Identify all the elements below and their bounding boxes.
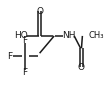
Text: F: F <box>22 36 28 45</box>
Text: O: O <box>78 63 85 72</box>
Text: CH₃: CH₃ <box>89 31 104 40</box>
Text: HO: HO <box>15 31 28 40</box>
Text: F: F <box>22 68 28 77</box>
Text: F: F <box>7 52 12 61</box>
Text: NH: NH <box>62 31 75 40</box>
Text: O: O <box>36 7 43 16</box>
